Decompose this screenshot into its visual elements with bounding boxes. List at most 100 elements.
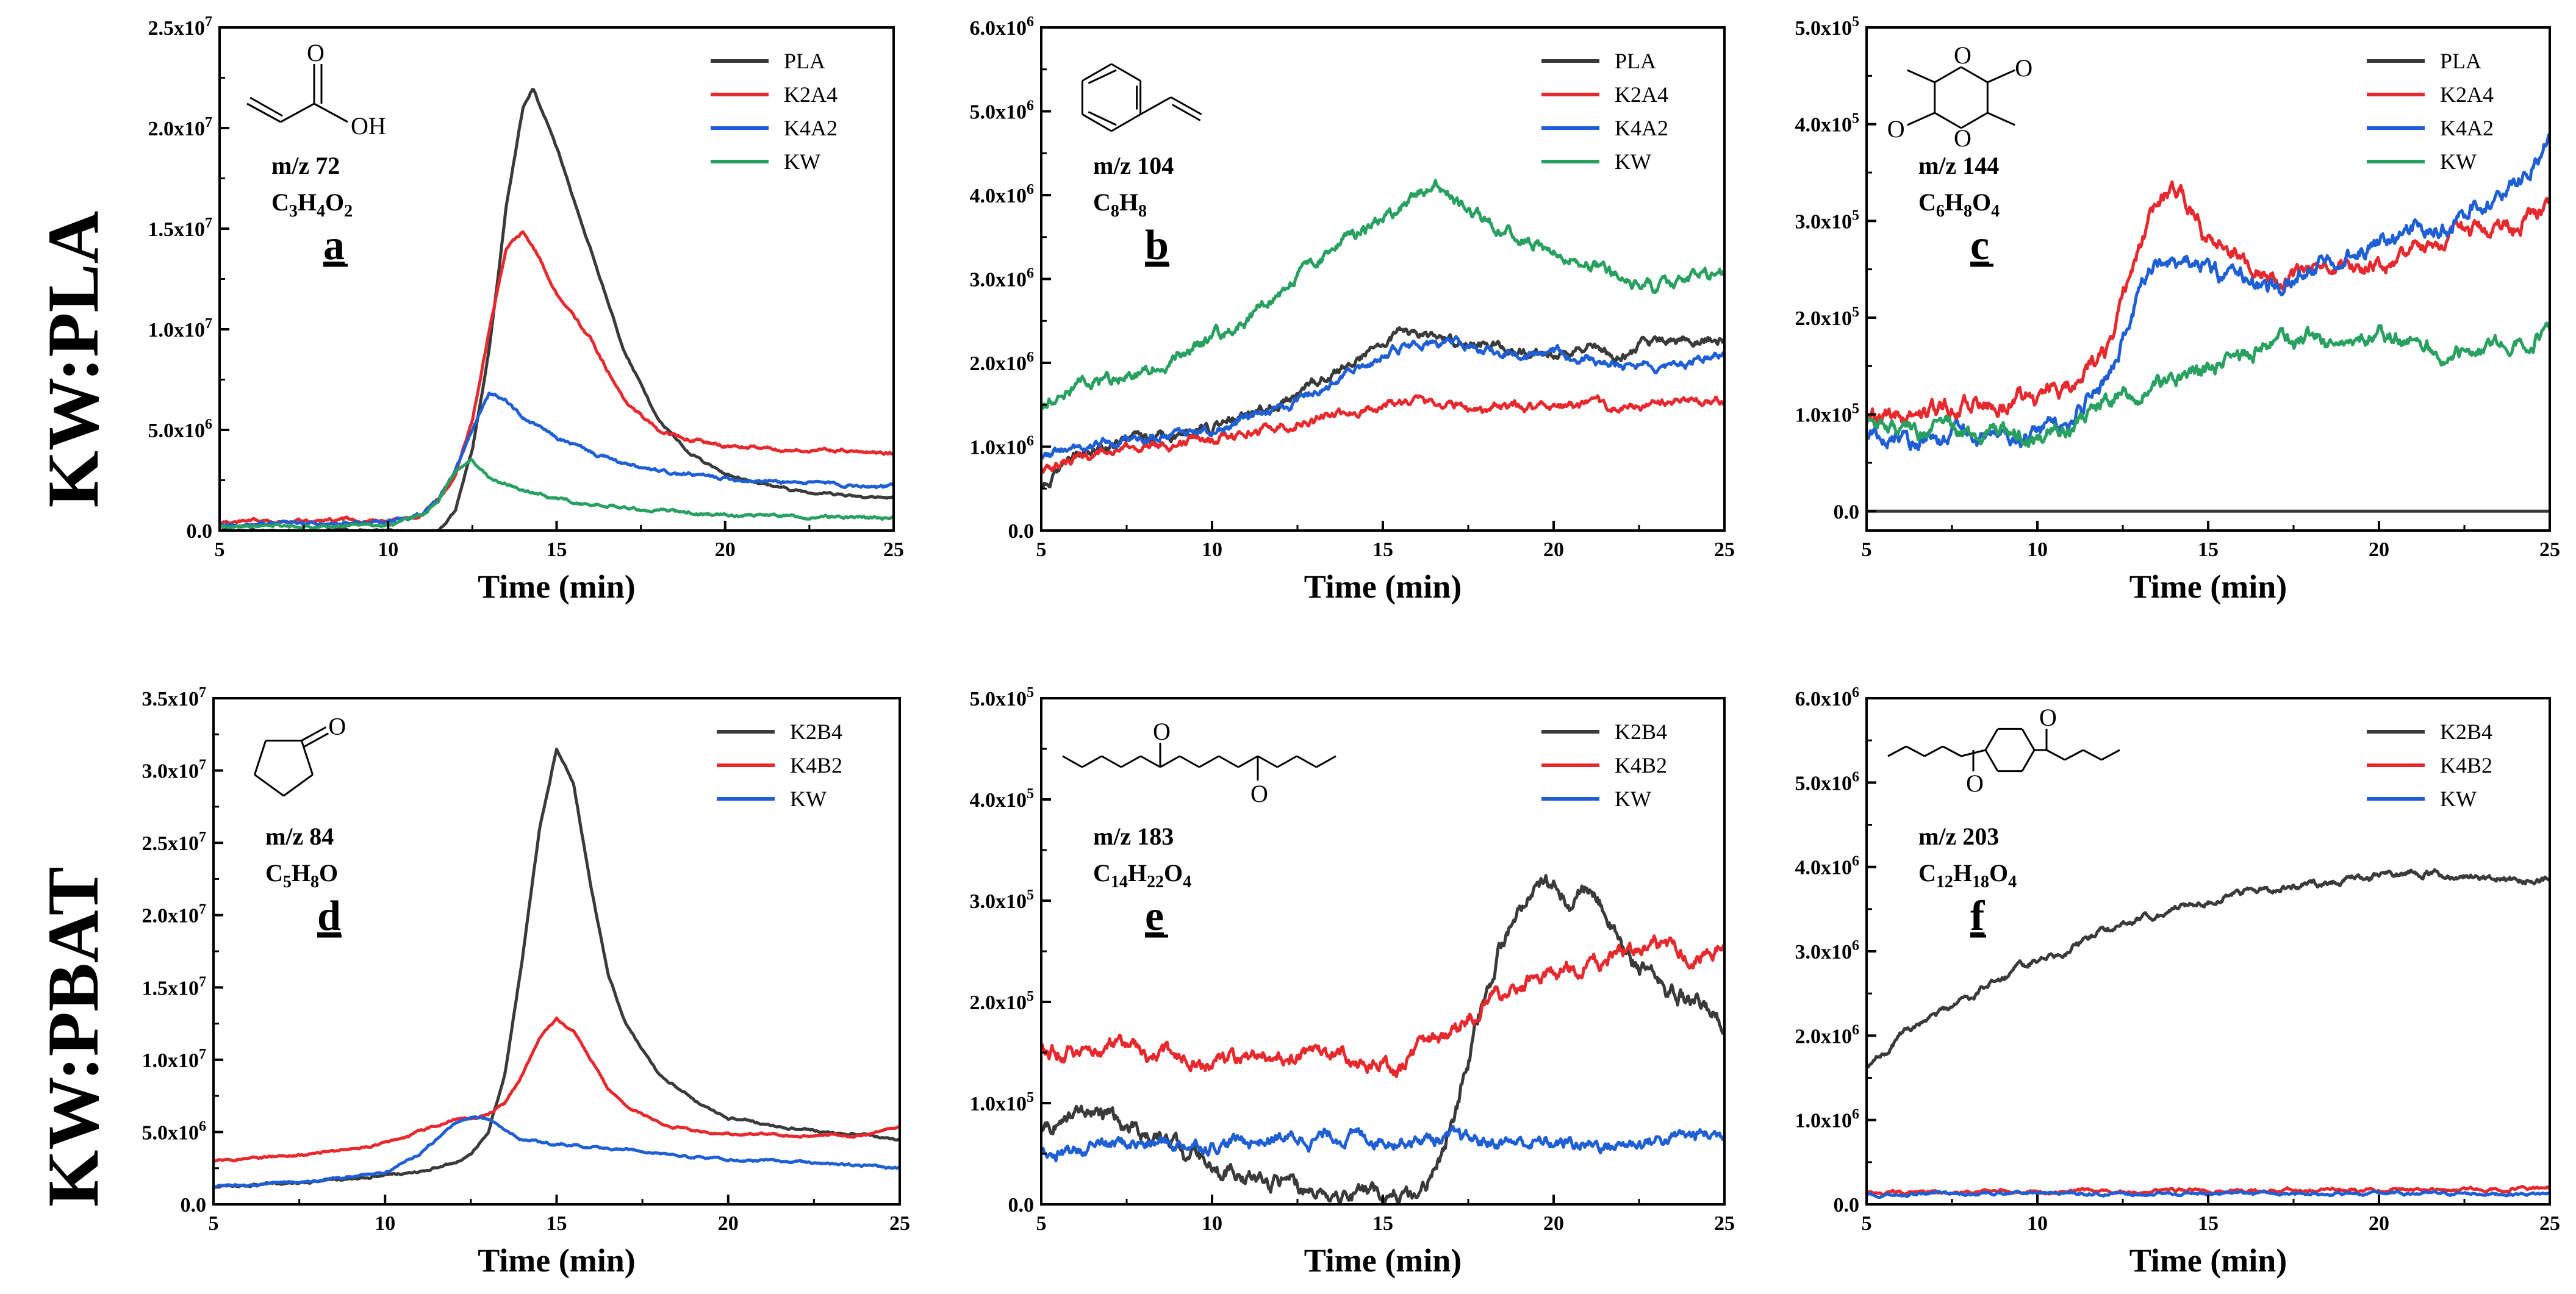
bond-line [246, 102, 281, 123]
series-line-d-k2b4 [213, 748, 900, 1189]
y-tick-label: 4.0x105 [1795, 111, 1860, 137]
series-line-a-k4a2 [220, 391, 894, 529]
bond-line [1296, 755, 1317, 768]
series-line-f-k2b4 [1867, 868, 2550, 1069]
legend-f: K2B4 K4B2 KW [2367, 720, 2492, 811]
atom-o: O [1250, 780, 1268, 807]
bond-line [1924, 745, 1943, 757]
mz-label: m/z 72 [271, 152, 340, 179]
x-tick-label: 10 [2027, 538, 2048, 561]
panel-c: 5 10 15 20 25 Time (min) 0.0 1.0x105 2.0x105 3.0x… [1795, 14, 2561, 605]
atom-o-carbonyl-left: O [1887, 115, 1905, 143]
y-tick-label: 0.0 [187, 520, 213, 543]
bond-line [1277, 755, 1297, 768]
legend-label-kw: KW [2440, 787, 2477, 811]
y-tick-label: 5.0x106 [148, 416, 213, 442]
formula-label: C6H8O4 [1918, 188, 2000, 221]
mz-label: m/z 84 [265, 823, 334, 850]
y-tick-label: 1.5x107 [148, 215, 213, 241]
legend-label-kw: KW [1615, 787, 1651, 811]
bond-line [254, 774, 284, 797]
x-tick-label: 10 [1202, 538, 1222, 561]
x-tick-label: 25 [2539, 1212, 2560, 1235]
y-tick-label: 2.0x107 [148, 115, 213, 140]
bond-line [301, 726, 327, 742]
legend-label-k2b4: K2B4 [1615, 720, 1667, 744]
panel-f: 5 10 15 20 25 Time (min) 0.0 1.0x106 2.0x106 3.0x… [1795, 685, 2561, 1279]
x-tick-label: 5 [1036, 538, 1047, 561]
panel-letter: c [1970, 222, 1989, 269]
x-tick-label: 25 [1714, 1212, 1735, 1235]
series-line-e-kw [1041, 1125, 1724, 1163]
panel-letter: e [1145, 893, 1164, 940]
y-tick-label: 2.0x106 [1795, 1022, 1860, 1048]
series-line-c-k2a4 [1867, 180, 2550, 425]
y-tick-label: 0.0 [1008, 1194, 1035, 1217]
series-line-a-kw [220, 458, 894, 530]
series-group-e [1041, 874, 1724, 1204]
bond-line [1934, 112, 1962, 129]
x-tick-label: 20 [1543, 538, 1564, 561]
structure-d: O [254, 713, 346, 797]
bond-line [1121, 755, 1141, 768]
x-tick-label: 10 [378, 538, 398, 561]
panel-b: 5 10 15 20 25 Time (min) 0.0 1.0x106 2.0x106 3.0x… [970, 14, 1735, 605]
bond-line [2101, 749, 2120, 761]
series-line-e-k4b2 [1041, 934, 1724, 1079]
bond-line [1101, 755, 1122, 768]
y-tick-label: 2.0x105 [1795, 304, 1860, 330]
bond-line [1942, 745, 1962, 757]
series-line-b-k4a2 [1041, 335, 1724, 460]
y-tick-label: 6.0x106 [970, 14, 1035, 40]
bond-line [2083, 749, 2102, 761]
legend-label-k4a2: K4A2 [2440, 116, 2494, 140]
x-tick-label: 25 [883, 538, 904, 561]
series-line-b-kw [1041, 179, 1724, 410]
y-tick-label: 3.0x105 [970, 887, 1035, 913]
bond-line [1088, 69, 1117, 84]
bond-line [1961, 66, 1989, 84]
x-tick-label: 5 [1862, 538, 1872, 561]
y-tick-label: 0.0 [1008, 520, 1035, 543]
x-tick-label: 10 [2027, 1212, 2048, 1235]
series-line-f-kw [1867, 1189, 2550, 1199]
y-tick-label: 1.0x105 [970, 1090, 1035, 1115]
panel-letter: a [323, 222, 345, 269]
bond-line [1082, 113, 1112, 132]
series-group-d [213, 748, 900, 1189]
atom-o-carbonyl-right: O [2015, 54, 2032, 82]
x-tick-label: 20 [715, 538, 736, 561]
y-tick-label: 2.5x107 [148, 14, 213, 40]
series-group-c [1867, 133, 2550, 513]
x-tick-label: 5 [215, 538, 225, 561]
bond-line [280, 102, 315, 123]
bond-line [1961, 112, 1989, 129]
y-tick-label: 5.0x105 [1795, 14, 1860, 40]
bond-line [2021, 728, 2036, 751]
formula-label: C14H22O4 [1093, 859, 1191, 892]
x-tick-label: 5 [1862, 1212, 1872, 1235]
legend-label-k4b2: K4B2 [790, 753, 842, 777]
legend-label-pla: PLA [1615, 49, 1656, 73]
bond-line [2021, 749, 2036, 772]
y-tick-label: 1.0x106 [970, 434, 1035, 459]
mz-label: m/z 203 [1918, 823, 1999, 850]
x-tick-label: 25 [1714, 538, 1735, 561]
x-tick-label: 25 [889, 1212, 910, 1235]
y-tick-label: 3.0x105 [1795, 207, 1860, 233]
bond-line [1934, 66, 1962, 84]
structure-e: OO [1062, 718, 1336, 807]
x-tick-label: 20 [2369, 538, 2389, 561]
bond-line [1906, 745, 1925, 757]
y-tick-label: 5.0x106 [970, 98, 1035, 124]
y-tick-label: 6.0x106 [1795, 685, 1860, 710]
y-tick-label: 4.0x106 [1795, 854, 1860, 879]
y-tick-label: 0.0 [181, 1194, 207, 1217]
y-tick-label: 5.0x106 [1795, 769, 1860, 795]
bond-line [1179, 755, 1200, 768]
bond-line [254, 740, 267, 775]
bond-line [1139, 96, 1172, 115]
x-axis-label: Time (min) [478, 1242, 635, 1279]
